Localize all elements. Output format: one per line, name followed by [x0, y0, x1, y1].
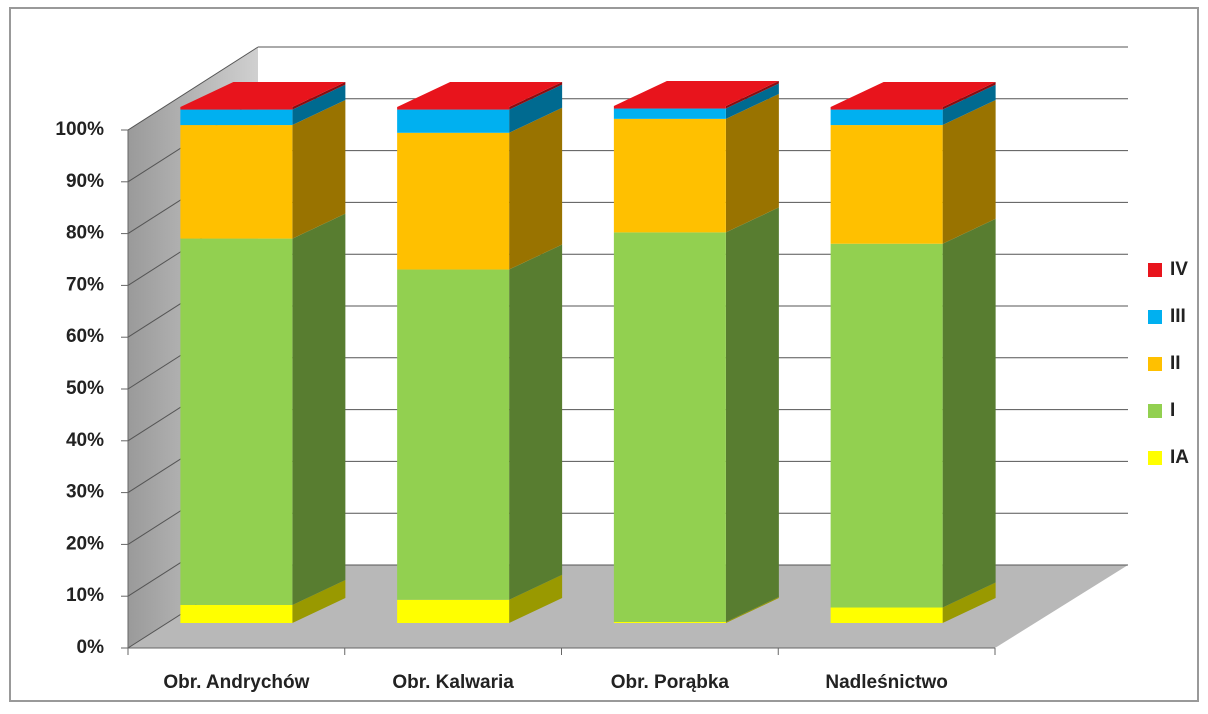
bar	[830, 607, 943, 623]
bar-side	[725, 596, 779, 623]
grid-line	[127, 46, 259, 131]
bar-side	[509, 84, 563, 133]
bar-side	[509, 574, 563, 623]
legend-label: IV	[1170, 259, 1188, 280]
bar	[613, 621, 726, 623]
bar-side	[942, 218, 996, 608]
bar-side	[509, 244, 563, 600]
bar	[397, 599, 510, 623]
bar-side	[509, 82, 563, 110]
bar-side	[292, 84, 346, 126]
bar-side	[725, 80, 779, 109]
x-tick-label: Obr. Andrychów	[163, 672, 309, 693]
y-tick-label: 80%	[66, 223, 104, 244]
bar	[180, 109, 293, 126]
legend-label: III	[1170, 306, 1186, 327]
bar-side	[292, 82, 346, 110]
bar-side	[942, 582, 996, 623]
bar	[613, 105, 726, 109]
y-tick-label: 100%	[55, 119, 104, 140]
bar	[830, 125, 943, 244]
bar-side	[292, 579, 346, 623]
bar	[397, 132, 510, 270]
bar	[613, 118, 726, 233]
bar-top	[180, 82, 346, 107]
legend-swatch	[1148, 263, 1162, 277]
x-tick-label: Nadleśnictwo	[825, 672, 947, 693]
legend-swatch	[1148, 357, 1162, 371]
legend-label: IA	[1170, 447, 1189, 468]
bar-top	[613, 80, 779, 106]
legend-swatch	[1148, 451, 1162, 465]
legend-label: I	[1170, 400, 1175, 421]
bar	[613, 232, 726, 622]
y-tick-label: 30%	[66, 482, 104, 503]
legend-swatch	[1148, 310, 1162, 324]
bar-side	[942, 100, 996, 244]
y-tick-label: 10%	[66, 585, 104, 606]
y-tick-label: 20%	[66, 533, 104, 554]
bar-top	[830, 82, 996, 107]
legend-swatch	[1148, 404, 1162, 418]
bar	[180, 107, 293, 110]
legend-label: II	[1170, 353, 1181, 374]
bar	[397, 269, 510, 600]
x-tick-label: Obr. Kalwaria	[392, 672, 514, 693]
bar-side	[292, 100, 346, 239]
y-tick-label: 90%	[66, 171, 104, 192]
bar-side	[725, 207, 779, 622]
bar-top	[397, 82, 563, 107]
bar	[613, 108, 726, 119]
bar-side	[942, 82, 996, 110]
y-tick-label: 70%	[66, 274, 104, 295]
y-tick-label: 60%	[66, 326, 104, 347]
bar-side	[509, 107, 563, 270]
y-tick-label: 40%	[66, 430, 104, 451]
y-tick-label: 0%	[77, 637, 105, 658]
bar-side	[725, 83, 779, 119]
bar	[180, 604, 293, 623]
y-tick-label: 50%	[66, 378, 104, 399]
bar-side	[292, 213, 346, 605]
bar	[830, 109, 943, 126]
bar-side	[725, 93, 779, 233]
bar	[397, 109, 510, 133]
bar	[830, 243, 943, 608]
bar	[180, 125, 293, 239]
bar-side	[942, 84, 996, 126]
bar	[397, 107, 510, 110]
bar	[830, 107, 943, 110]
bar	[180, 238, 293, 605]
x-tick-label: Obr. Porąbka	[611, 672, 730, 693]
